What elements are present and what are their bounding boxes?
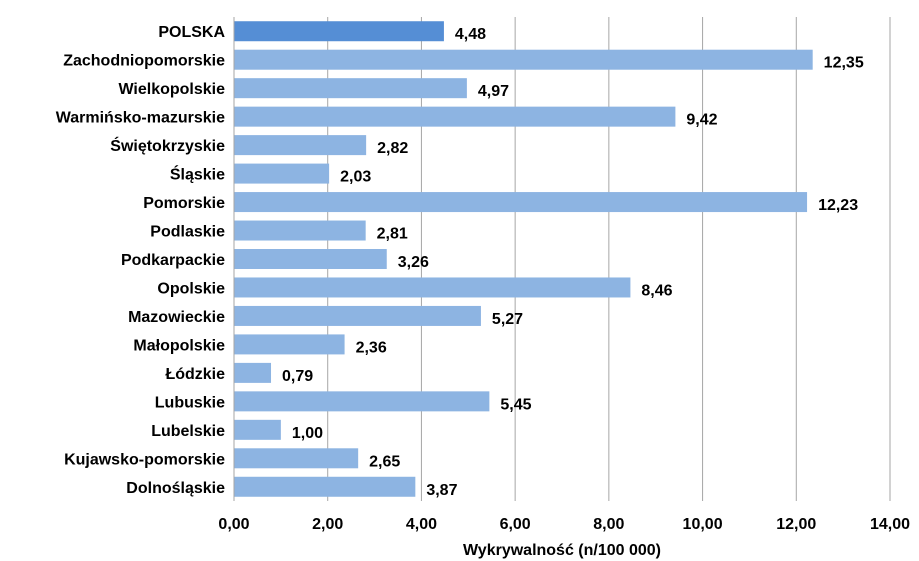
category-label: Kujawsko-pomorskie: [64, 451, 225, 468]
x-tick-label: 0,00: [218, 516, 249, 533]
bar: [234, 78, 467, 99]
x-tick-label: 10,00: [683, 516, 723, 533]
value-label: 3,26: [398, 254, 429, 271]
category-label: Łódzkie: [165, 366, 225, 383]
value-label: 5,45: [500, 396, 531, 413]
value-label: 0,79: [282, 368, 313, 385]
category-label: POLSKA: [158, 24, 225, 41]
category-label: Mazowieckie: [128, 309, 225, 326]
value-label: 8,46: [641, 282, 672, 299]
value-label: 9,42: [686, 112, 717, 129]
value-label: 2,65: [369, 453, 400, 470]
bar: [234, 135, 367, 156]
x-tick-label: 4,00: [406, 516, 437, 533]
bar: [234, 419, 281, 440]
category-label: Podkarpackie: [121, 252, 225, 269]
bars: [234, 21, 813, 497]
x-axis-title: Wykrywalność (n/100 000): [463, 542, 661, 559]
bar: [234, 305, 481, 326]
value-label: 2,81: [377, 226, 408, 243]
x-tick-labels: 0,00 2,00 4,00 6,00 8,00 10,00 12,00 14,00: [218, 516, 910, 533]
bar: [234, 49, 813, 70]
category-label: Lubelskie: [151, 423, 225, 440]
category-label: Lubuskie: [155, 394, 225, 411]
category-label: Świętokrzyskie: [110, 136, 225, 155]
category-label: Zachodniopomorskie: [63, 53, 225, 70]
value-label: 2,82: [377, 140, 408, 157]
category-label: Małopolskie: [133, 337, 225, 354]
value-label: 2,03: [340, 169, 371, 186]
x-tick-label: 6,00: [500, 516, 531, 533]
category-label: Dolnośląskie: [126, 480, 225, 497]
category-label: Wielkopolskie: [118, 81, 225, 98]
value-label: 4,97: [478, 83, 509, 100]
value-label: 2,36: [356, 339, 387, 356]
bar: [234, 192, 808, 213]
bar: [234, 476, 416, 497]
category-labels: POLSKA Zachodniopomorskie Wielkopolskie War…: [56, 24, 226, 497]
category-label: Pomorskie: [143, 195, 225, 212]
bar: [234, 391, 490, 412]
bar: [234, 277, 631, 298]
category-label: Opolskie: [157, 280, 225, 297]
bar: [234, 220, 366, 241]
category-label: Podlaskie: [150, 224, 225, 241]
x-tick-label: 2,00: [312, 516, 343, 533]
value-label: 3,87: [426, 482, 457, 499]
x-tick-label: 12,00: [776, 516, 816, 533]
bar: [234, 362, 272, 383]
bar: [234, 106, 676, 127]
bar: [234, 334, 345, 355]
bar: [234, 448, 359, 469]
x-tick-label: 8,00: [593, 516, 624, 533]
category-label: Śląskie: [170, 165, 225, 184]
bar: [234, 21, 444, 42]
value-label: 12,35: [824, 55, 864, 72]
x-tick-label: 14,00: [870, 516, 910, 533]
value-label: 4,48: [455, 26, 486, 43]
value-label: 1,00: [292, 425, 323, 442]
value-label: 12,23: [818, 197, 858, 214]
bar: [234, 163, 330, 184]
value-label: 5,27: [492, 311, 523, 328]
value-labels: 4,48 12,35 4,97 9,42 2,82 2,03 12,23 2,81 3,26 8,…: [282, 26, 864, 499]
bar: [234, 249, 387, 269]
category-label: Warmińsko-mazurskie: [56, 110, 225, 127]
